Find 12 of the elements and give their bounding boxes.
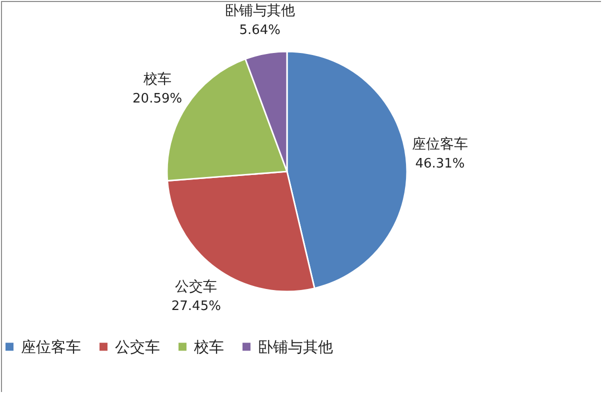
legend-label: 校车: [193, 338, 224, 356]
slice-label: 座位客车: [412, 136, 468, 153]
data-label: 46.31%: [415, 156, 465, 172]
slice-label: 卧铺与其他: [224, 2, 295, 19]
slice-label: 公交车: [175, 278, 218, 295]
legend-label: 卧铺与其他: [258, 338, 333, 356]
data-label: 20.59%: [132, 91, 182, 106]
legend-label: 座位客车: [21, 338, 81, 356]
data-label: 27.45%: [171, 298, 221, 314]
legend-label: 公交车: [115, 338, 160, 356]
data-label: 5.64%: [239, 22, 281, 38]
slice-label: 校车: [142, 71, 172, 88]
